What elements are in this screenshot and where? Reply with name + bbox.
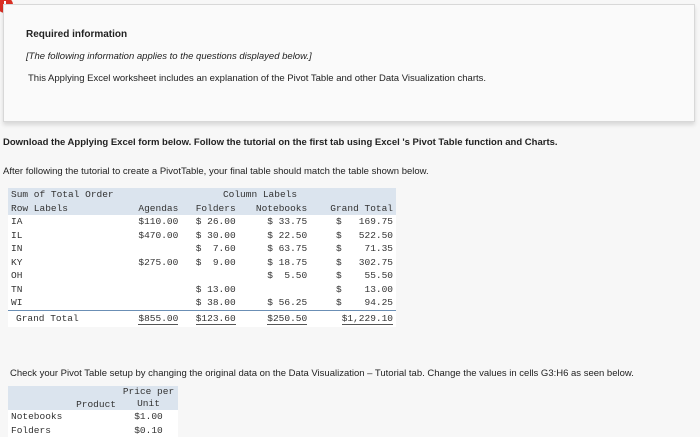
value-cell: $0.10	[134, 424, 163, 436]
row-label: IA	[11, 216, 23, 228]
header-row: Product Price per Unit	[8, 386, 178, 410]
row-label: OH	[11, 270, 23, 282]
value-cell	[124, 296, 181, 310]
header-row: Row Labels Agendas Folders Notebooks Grand T…	[8, 201, 396, 215]
data-row: IN $ 7.60 $ 63.75 $ 71.35	[8, 242, 396, 256]
value-cell	[124, 242, 181, 256]
column-label: Price per Unit	[119, 386, 178, 410]
row-header: Row Labels	[8, 201, 124, 215]
column-label: Grand Total	[310, 201, 396, 215]
total-label: Grand Total	[8, 309, 124, 327]
total-cell: $1,229.10	[310, 309, 396, 327]
value-cell: $1.00	[134, 411, 163, 423]
value-cell	[239, 283, 311, 297]
value-cell: $ 13.00	[335, 283, 393, 295]
value-cell: $ 5.50	[267, 270, 308, 282]
header-row: Sum of Total Order Column Labels	[8, 188, 396, 202]
total-cell: $250.50	[238, 309, 311, 327]
corner-cell: Sum of Total Order	[8, 188, 124, 202]
value-cell	[124, 269, 181, 283]
value-cell: $470.00	[138, 229, 179, 241]
row-label: KY	[11, 256, 23, 268]
total-value: $855.00	[138, 313, 179, 325]
info-note: [The following information applies to th…	[26, 51, 312, 62]
column-label: Notebooks	[238, 201, 311, 215]
value-cell	[124, 283, 181, 297]
value-cell: $ 22.50	[267, 229, 308, 241]
row-label: IL	[11, 229, 23, 241]
total-value: $123.60	[195, 313, 236, 325]
data-row: WI $ 38.00 $ 56.25 $ 94.25	[8, 296, 396, 310]
total-row: Grand Total $855.00 $123.60 $250.50 $1,229.1…	[8, 309, 396, 327]
data-row: Notebooks $1.00	[8, 410, 178, 424]
total-cell: $855.00	[124, 309, 182, 327]
check-text: Check your Pivot Table setup by changing…	[10, 368, 634, 379]
column-label: Product	[8, 386, 119, 410]
value-cell: $ 26.00	[195, 216, 236, 228]
info-title: Required information	[26, 29, 128, 40]
value-cell: $ 169.75	[335, 216, 393, 228]
value-cell: $ 13.00	[195, 283, 236, 295]
data-row: IL $470.00 $ 30.00 $ 22.50 $ 522.50	[8, 229, 396, 243]
value-cell: $ 18.75	[267, 256, 308, 268]
value-cell	[181, 269, 238, 283]
value-cell: $ 63.75	[267, 243, 308, 255]
value-cell: $ 33.75	[267, 216, 308, 228]
value-cell: $ 302.75	[335, 256, 393, 268]
value-cell: $110.00	[138, 216, 179, 228]
value-cell: $ 7.60	[195, 243, 236, 255]
download-text: Download the Applying Excel form below. …	[3, 137, 558, 148]
total-value: $1,229.10	[341, 313, 393, 325]
column-header: Column Labels	[124, 188, 396, 202]
row-label: WI	[11, 297, 23, 309]
value-cell: $ 30.00	[195, 229, 236, 241]
pivot-table: Sum of Total Order Column Labels Row Label…	[8, 188, 396, 327]
total-cell: $123.60	[181, 309, 239, 327]
data-row: Folders $0.10	[8, 424, 178, 437]
data-row: OH $ 5.50 $ 55.50	[8, 269, 396, 283]
column-label: Agendas	[124, 201, 182, 215]
after-text: After following the tutorial to create a…	[3, 166, 429, 177]
total-value: $250.50	[267, 313, 308, 325]
row-label: TN	[11, 283, 23, 295]
value-cell: $ 94.25	[335, 297, 393, 309]
price-table: Product Price per Unit Notebooks $1.00 Folde…	[8, 386, 178, 437]
value-cell: $ 9.00	[195, 256, 236, 268]
row-label: Folders	[11, 424, 51, 436]
data-row: IA $110.00 $ 26.00 $ 33.75 $ 169.75	[8, 215, 396, 229]
value-cell: $ 56.25	[267, 297, 308, 309]
row-label: Notebooks	[11, 411, 63, 423]
info-card: Required information [The following info…	[3, 4, 695, 122]
column-label: Folders	[181, 201, 239, 215]
value-cell: $ 522.50	[335, 229, 393, 241]
data-row: TN $ 13.00 $ 13.00	[8, 283, 396, 297]
data-row: KY $275.00 $ 9.00 $ 18.75 $ 302.75	[8, 256, 396, 270]
value-cell: $ 55.50	[335, 270, 393, 282]
value-cell: $ 71.35	[335, 243, 393, 255]
value-cell: $ 38.00	[195, 297, 236, 309]
info-intro: This Applying Excel worksheet includes a…	[28, 73, 487, 84]
row-label: IN	[11, 243, 23, 255]
value-cell: $275.00	[138, 256, 179, 268]
